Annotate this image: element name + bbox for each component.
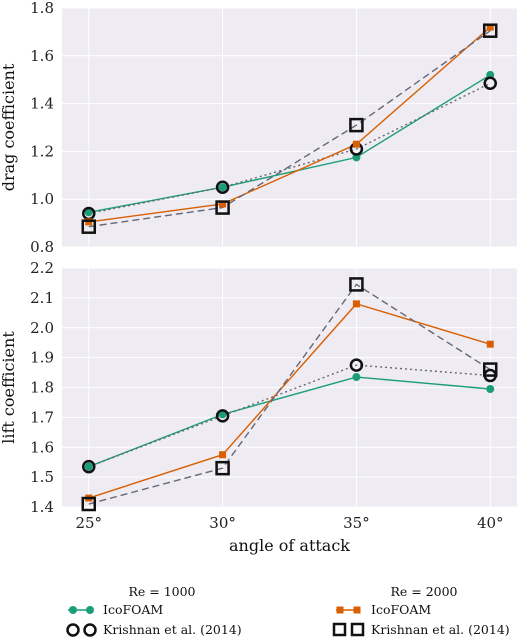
data-point-ico2000	[486, 23, 494, 31]
data-point-kr1000	[215, 180, 230, 194]
y-tick-label: 1.0	[30, 190, 54, 208]
y-tick-label: 0.8	[30, 238, 54, 256]
panel-1: 0.8 1.0 1.2 1.4 1.6 1.8 drag coefficient	[0, 0, 517, 256]
data-point-kr2000	[349, 117, 364, 133]
legend-kr2000-marker	[332, 622, 365, 637]
data-point-kr1000	[483, 76, 497, 91]
series-line-kr2000	[88, 283, 491, 505]
y-tick-label: 2.2	[30, 259, 54, 277]
data-point-ico1000	[84, 462, 93, 471]
data-point-ico1000	[218, 183, 227, 192]
data-point-kr2000	[349, 277, 364, 292]
legend-kr2000-label: Krishnan et al. (2014)	[371, 622, 510, 637]
data-point-ico2000	[352, 300, 360, 308]
legend-kr1000-marker	[66, 623, 97, 637]
data-point-kr2000	[482, 23, 498, 38]
series-line-ico2000	[88, 26, 491, 223]
legend-re2000-title: Re = 2000	[390, 584, 457, 599]
y-axis-label: drag coefficient	[0, 63, 18, 191]
data-point-ico1000	[352, 373, 361, 382]
data-point-kr2000	[215, 460, 230, 476]
legend-kr1000-label: Krishnan et al. (2014)	[103, 622, 242, 637]
y-tick-label: 1.8	[30, 0, 54, 17]
data-point-kr2000	[81, 219, 97, 234]
data-point-ico2000	[219, 451, 227, 459]
y-tick-label: 1.6	[30, 47, 54, 65]
data-point-kr1000	[215, 409, 230, 423]
series-line-kr2000	[88, 30, 491, 228]
y-tick-label: 2.0	[30, 319, 54, 337]
data-point-kr2000	[482, 362, 498, 377]
legend: Re = 1000 Re = 2000 IcoFOAM Krishnan et …	[66, 584, 510, 637]
x-tick-label: 40°	[477, 514, 504, 532]
y-tick-label: 1.4	[30, 95, 54, 113]
data-point-kr1000	[82, 459, 96, 474]
y-tick-label: 1.4	[30, 498, 54, 516]
y-tick-label: 1.7	[30, 408, 54, 426]
legend-ico1000-label: IcoFOAM	[103, 602, 163, 617]
y-tick-label: 1.8	[30, 379, 54, 397]
legend-ico2000-marker	[336, 606, 361, 614]
series-line-kr1000	[88, 364, 491, 468]
data-point-ico2000	[352, 140, 360, 148]
y-tick-label: 1.9	[30, 349, 54, 367]
legend-ico1000-marker	[68, 606, 94, 614]
data-point-ico1000	[84, 208, 93, 217]
x-tick-label: 30°	[209, 514, 236, 532]
y-axis-label: lift coefficient	[0, 331, 18, 444]
data-point-ico1000	[218, 410, 227, 419]
legend-re1000-title: Re = 1000	[128, 584, 195, 599]
y-tick-label: 1.6	[30, 438, 54, 456]
y-tick-label: 1.5	[30, 468, 54, 486]
series-line-kr1000	[88, 82, 491, 215]
data-point-ico2000	[486, 340, 494, 348]
x-tick-label: 35°	[343, 514, 370, 532]
data-point-kr1000	[349, 358, 364, 372]
y-tick-label: 1.2	[30, 142, 54, 160]
x-tick-label: 25°	[75, 514, 102, 532]
panel-2: 1.4 1.5 1.6 1.7 1.8 1.9 2.0 2.1 2.2 25° 30° 35° 40° l…	[0, 259, 517, 555]
x-axis-label: angle of attack	[229, 536, 350, 555]
data-point-kr2000	[215, 200, 230, 215]
data-point-ico1000	[486, 384, 495, 393]
data-point-kr2000	[81, 496, 97, 512]
series-line-ico2000	[88, 303, 491, 499]
y-tick-label: 2.1	[30, 289, 54, 307]
legend-ico2000-label: IcoFOAM	[371, 602, 431, 617]
data-point-ico2000	[219, 200, 227, 208]
plot-area	[62, 8, 517, 247]
